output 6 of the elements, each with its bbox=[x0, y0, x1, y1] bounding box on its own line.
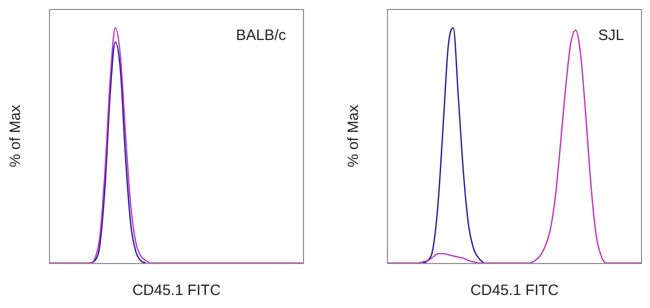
y-axis-title: % of Max bbox=[345, 104, 362, 168]
annotation: BALB/c bbox=[236, 27, 286, 44]
y-axis-title: % of Max bbox=[7, 104, 24, 168]
x-axis-title: CD45.1 FITC bbox=[470, 282, 559, 300]
x-axis-title: CD45.1 FITC bbox=[132, 282, 221, 300]
annotation: SJL bbox=[598, 27, 624, 44]
